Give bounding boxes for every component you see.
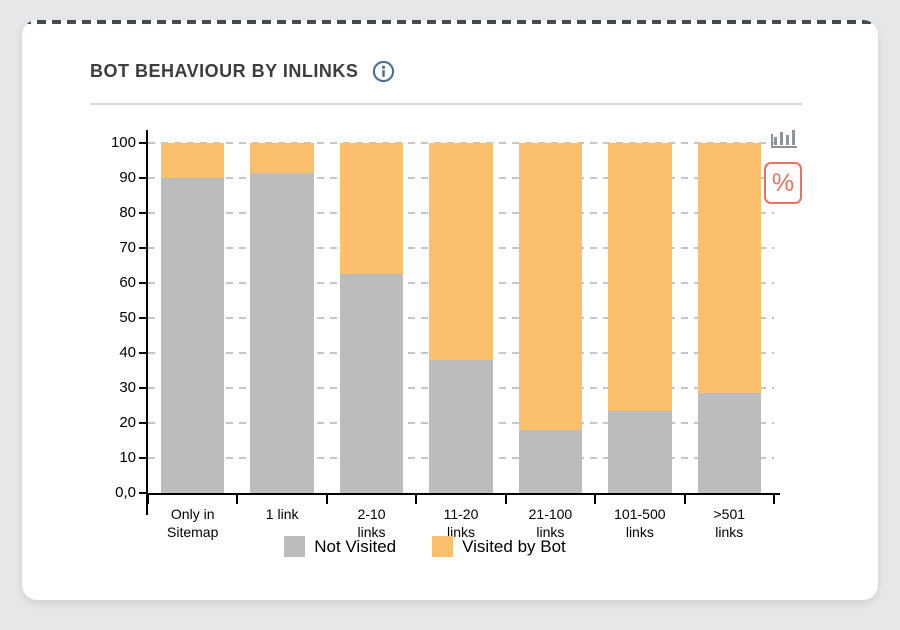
plot-area <box>148 142 774 493</box>
percent-icon: % <box>771 168 795 197</box>
bar-chart-icon[interactable] <box>768 125 799 150</box>
y-tick-mark <box>139 282 148 284</box>
y-tick-mark <box>139 492 148 494</box>
y-tick-mark <box>139 317 148 319</box>
x-tick-mark <box>683 493 686 504</box>
y-tick-label: 50 <box>119 309 136 326</box>
y-tick-label: 70 <box>119 239 136 256</box>
x-category-label: 101-500 links <box>614 506 666 540</box>
bar-column <box>327 143 416 493</box>
bar-segment-not-visited <box>697 393 762 493</box>
info-icon[interactable] <box>372 60 395 83</box>
bar-segment-not-visited <box>250 172 314 493</box>
bar-segment-visited-by-bot <box>697 143 762 394</box>
bar-segment-visited-by-bot <box>339 143 404 275</box>
x-tick-mark <box>325 493 328 504</box>
x-category-label: Only in Sitemap <box>167 506 219 540</box>
y-tick-label: 90 <box>119 169 136 186</box>
y-tick-label: 0,0 <box>115 484 136 501</box>
widget-header: BOT BEHAVIOUR BY INLINKS <box>90 60 395 83</box>
legend-label: Not Visited <box>314 536 397 556</box>
x-tick-mark <box>504 493 507 504</box>
x-category-label: 21-100 links <box>528 506 573 540</box>
y-axis-line <box>146 130 148 515</box>
bar-column <box>416 143 505 493</box>
y-tick-label: 10 <box>119 449 136 466</box>
x-tick-mark <box>415 493 418 504</box>
chart-legend: Not Visited Visited by Bot <box>112 536 738 557</box>
bar-segment-not-visited <box>608 410 672 493</box>
y-tick-mark <box>139 352 148 354</box>
y-tick-mark <box>139 212 148 214</box>
y-tick-mark <box>139 387 148 389</box>
bar-segment-visited-by-bot <box>608 143 672 411</box>
x-tick-mark <box>594 493 597 504</box>
bar-segment-visited-by-bot <box>518 143 583 430</box>
bar-segment-not-visited <box>339 274 404 493</box>
bar-column <box>148 143 237 493</box>
legend-item: Not Visited <box>284 536 396 557</box>
y-tick-label: 80 <box>119 204 136 221</box>
legend-item: Visited by Bot <box>432 536 566 557</box>
bar-segment-not-visited <box>160 178 225 493</box>
x-category-label: 11-20 links <box>443 506 479 540</box>
y-tick-label: 40 <box>119 344 136 361</box>
y-tick-mark <box>139 247 148 249</box>
y-tick-mark <box>139 142 148 144</box>
y-tick-mark <box>139 422 148 424</box>
bar-segment-not-visited <box>518 430 583 493</box>
percent-toggle-button[interactable]: % <box>764 162 802 204</box>
y-tick-label: 60 <box>119 274 136 291</box>
y-tick-label: 100 <box>110 134 136 151</box>
x-tick-mark <box>236 493 239 504</box>
bar-column <box>506 143 595 493</box>
page-title: BOT BEHAVIOUR BY INLINKS <box>90 61 359 81</box>
bar-segment-visited-by-bot <box>429 143 493 360</box>
bar-segment-visited-by-bot <box>160 143 225 178</box>
legend-swatch <box>284 536 306 557</box>
header-divider <box>90 103 802 105</box>
legend-label: Visited by Bot <box>462 536 566 556</box>
bar-column <box>237 143 326 493</box>
bar-segment-not-visited <box>429 360 493 493</box>
y-tick-mark <box>139 177 148 179</box>
x-category-label: 2-10 links <box>357 506 386 540</box>
x-category-label: 1 link <box>265 506 299 522</box>
x-tick-mark <box>147 493 149 504</box>
y-tick-label: 20 <box>119 414 136 431</box>
y-tick-mark <box>139 457 148 459</box>
y-tick-label: 30 <box>119 379 136 396</box>
dashed-top-border <box>22 20 878 24</box>
widget-card: BOT BEHAVIOUR BY INLINKS 0,0 10 20 30 40 50 60… <box>22 20 878 600</box>
bar-column <box>685 143 774 493</box>
x-category-label: >501 links <box>713 506 746 540</box>
bar-column <box>595 143 684 493</box>
x-axis-line <box>146 493 780 495</box>
legend-swatch <box>432 536 454 557</box>
x-tick-mark <box>773 493 775 504</box>
bar-segment-visited-by-bot <box>250 143 314 173</box>
